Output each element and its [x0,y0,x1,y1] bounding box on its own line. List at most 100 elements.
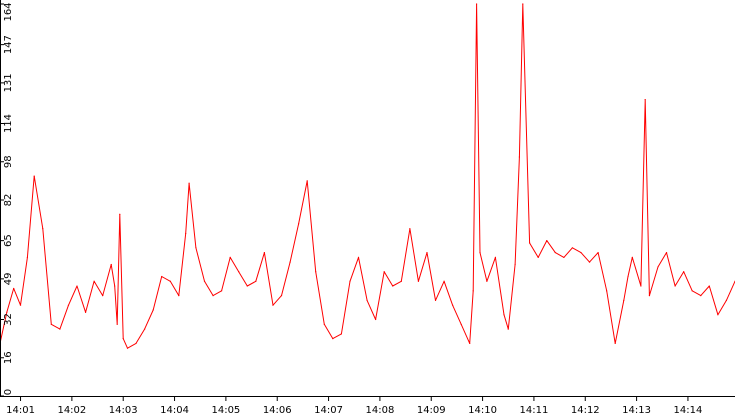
series-layer [0,3,735,349]
data-point [42,228,44,230]
data-point [26,256,28,258]
data-point [59,328,61,330]
data-point [349,280,351,282]
data-point [102,295,104,297]
data-point [400,280,402,282]
data-point [426,251,428,254]
y-tick-label: 32 [3,313,14,326]
data-point [460,323,462,325]
data-point [683,271,685,273]
data-point [522,3,524,5]
y-tick-label: 82 [3,194,14,207]
data-point [185,232,187,235]
data-point [340,333,343,335]
data-point [571,247,574,249]
data-point [366,299,368,301]
data-point [114,285,116,287]
data-point [657,266,659,268]
data-point [674,285,676,287]
data-point [606,290,608,292]
data-point [357,256,360,258]
data-point [627,275,629,278]
data-point [717,314,719,316]
data-point [475,3,478,5]
data-point [614,342,616,345]
data-point [19,304,22,306]
data-point [263,251,265,254]
data-point [503,314,505,316]
y-tick-label: 147 [3,35,14,54]
data-point [126,347,129,349]
data-point [203,280,206,282]
data-point [332,338,334,340]
data-point [507,328,509,330]
x-tick-label: 14:10 [468,405,497,415]
y-tick-label: 65 [3,234,14,247]
data-point [50,323,52,325]
x-tick-label: 14:05 [211,405,240,415]
data-point [246,285,248,287]
y-tick-label: 16 [3,351,14,364]
data-point [563,256,565,258]
data-point [691,290,693,292]
data-point [272,304,274,306]
data-point [494,256,497,258]
data-point [67,304,70,306]
y-axis: 0 16 32 49 65 82 98 114 131 147 164 [0,2,14,397]
data-point [178,295,180,297]
data-point [33,175,35,177]
data-point [708,285,710,287]
data-point [518,156,520,158]
data-point [84,311,87,313]
data-point [537,256,539,258]
y-tick-label: 0 [3,389,14,395]
x-tick-label: 14:06 [263,405,292,415]
data-point [725,299,728,301]
x-tick-label: 14:11 [520,405,549,415]
data-point [588,261,591,263]
x-tick-label: 14:13 [622,405,651,415]
data-point [13,287,15,290]
x-tick-label: 14:07 [314,405,343,415]
x-tick-label: 14:04 [160,405,189,415]
data-point [640,285,642,287]
x-axis: 14:01 14:02 14:03 14:04 14:05 14:06 14:07 14:08… [6,396,702,415]
y-tick-label: 98 [3,155,14,168]
data-point [486,280,488,282]
data-point [229,256,231,258]
data-point [298,223,300,225]
data-point [110,263,112,266]
data-point [6,311,8,313]
data-point [289,261,291,263]
y-tick-label: 164 [3,2,14,21]
data-point [122,338,124,340]
data-point [452,304,454,306]
data-point [597,251,599,254]
x-tick-label: 14:08 [365,405,394,415]
data-point [76,285,78,287]
data-point [135,342,137,345]
data-point [443,280,445,282]
data-point [144,328,146,330]
data-point [169,280,171,282]
data-point [161,275,163,278]
x-tick-label: 14:02 [57,405,86,415]
data-point [188,182,190,184]
x-tick-label: 14:01 [6,405,35,415]
x-tick-label: 14:09 [417,405,446,415]
data-point [700,295,702,297]
data-point [479,251,481,254]
data-point [580,251,582,254]
data-point [255,280,257,282]
data-point [119,213,121,215]
data-point [375,318,377,321]
data-point [212,295,214,297]
data-point [93,280,95,282]
data-point [417,280,420,282]
data-point [152,309,154,311]
data-point [315,271,317,273]
data-point [514,263,516,266]
data-point [472,290,474,292]
data-point [529,242,531,244]
x-tick-label: 14:12 [571,405,600,415]
